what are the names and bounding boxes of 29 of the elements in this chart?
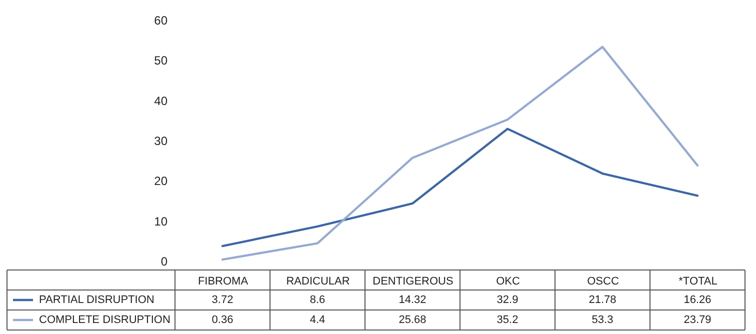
x-tick-label: OSCC xyxy=(587,276,619,288)
y-tick-label: 10 xyxy=(154,214,168,228)
line-series xyxy=(221,128,699,248)
data-label: 3.72 xyxy=(212,294,234,306)
legend-label: PARTIAL DISRUPTION xyxy=(39,294,154,306)
x-tick-label: *TOTAL xyxy=(678,276,718,288)
data-label: 32.9 xyxy=(496,294,518,306)
y-tick-label: 30 xyxy=(154,134,168,148)
data-label: 35.2 xyxy=(496,314,518,326)
x-tick-label: RADICULAR xyxy=(286,276,350,288)
y-tick-label: 40 xyxy=(154,94,168,108)
data-label: 53.3 xyxy=(592,314,614,326)
data-label: 0.36 xyxy=(212,314,234,326)
data-label: 16.26 xyxy=(684,294,712,306)
y-tick-label: 0 xyxy=(160,254,168,268)
x-tick-label: DENTIGEROUS xyxy=(372,276,454,288)
y-tick-label: 20 xyxy=(154,174,168,188)
data-label: 8.6 xyxy=(310,294,326,306)
line-series xyxy=(221,46,699,261)
data-label: 25.68 xyxy=(398,314,426,326)
data-label: 21.78 xyxy=(588,294,616,306)
x-tick-label: OKC xyxy=(496,276,520,288)
y-tick-label: 60 xyxy=(154,14,168,28)
y-tick-label: 50 xyxy=(154,54,168,68)
data-label: 4.4 xyxy=(310,314,326,326)
x-tick-label: FIBROMA xyxy=(198,276,249,288)
data-label: 14.32 xyxy=(398,294,426,306)
data-label: 23.79 xyxy=(684,314,712,326)
legend-label: COMPLETE DISRUPTION xyxy=(39,314,170,326)
